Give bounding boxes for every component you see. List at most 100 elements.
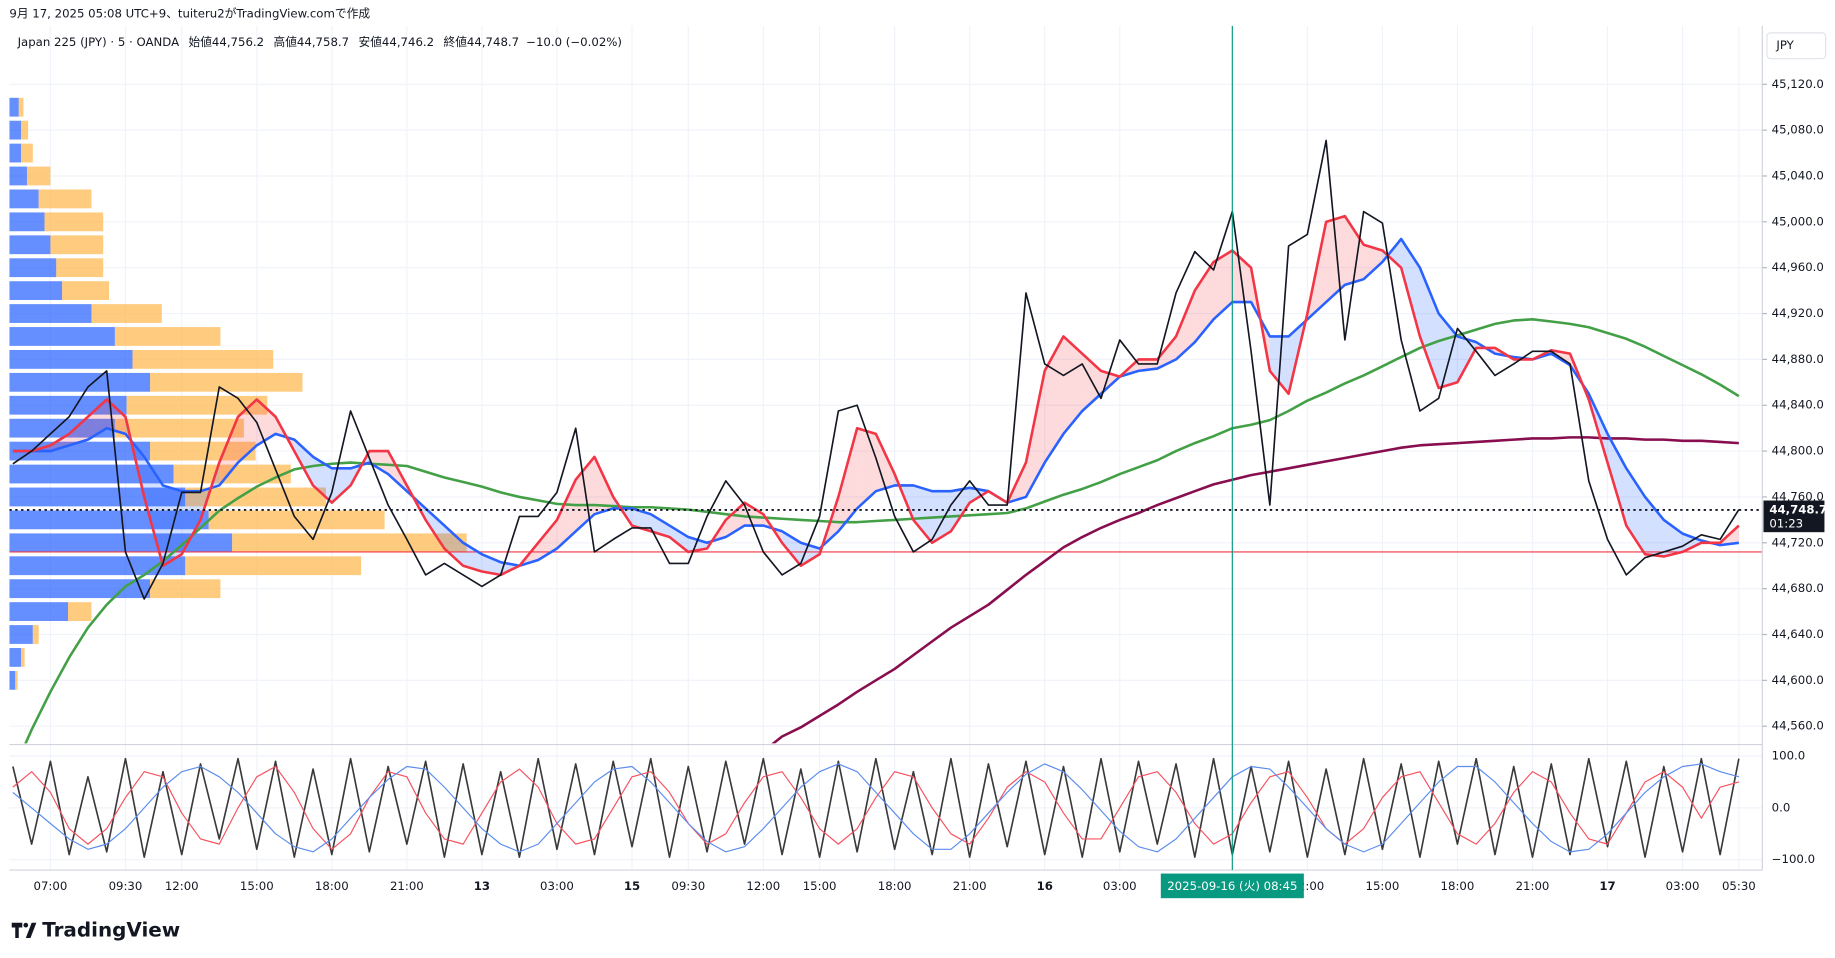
x-tick-label: 09:30 [109,879,143,893]
logo-mark [11,922,37,939]
x-tick-label: 21:00 [390,879,424,893]
series-line [12,757,1740,858]
profile-up [9,556,186,576]
profile-up [9,372,151,392]
profile-down [185,556,362,576]
oscillator [12,757,1740,858]
ma-fill [669,525,689,552]
profile-down [21,648,25,667]
profile-down [114,327,221,346]
ma-fill [1194,261,1214,343]
osc-tick-label: 0.0 [1772,800,1791,814]
x-tick-label: 18:00 [878,879,912,893]
profile-down [15,670,18,690]
profile-up [9,670,16,690]
ma-fill [875,433,895,492]
profile-up [9,579,151,599]
x-tick-label: 03:00 [1103,879,1137,893]
brand-logo: TradingView [11,919,180,942]
price-lines [9,139,1763,744]
ma-fill [463,542,482,572]
profile-down [132,349,274,369]
x-tick-label: 15 [624,879,640,893]
ma-fill [913,485,933,543]
ma-fill [1176,290,1195,360]
ma-fill [1326,216,1345,303]
profile-up [9,304,92,323]
profile-down [150,441,256,461]
y-tick-label: 45,080.0 [1772,123,1824,137]
profile-up [9,602,69,621]
ma-fill [219,416,239,486]
x-tick-label: 18:00 [1441,879,1475,893]
profile-down [18,97,24,117]
grid [9,25,1763,871]
ma-fill [1401,239,1420,337]
ma-fill [481,554,501,575]
profile-down [150,372,303,392]
y-tick-label: 45,040.0 [1772,168,1824,182]
ma-fill [631,508,651,532]
ma-fill [1063,336,1083,434]
x-tick-label: 21:00 [1516,879,1550,893]
series-line [12,237,1740,568]
profile-up [9,349,133,369]
ma-fill [1457,336,1477,383]
series-line [24,318,1740,744]
ma-fill [725,502,745,538]
x-tick-label: 03:00 [540,879,574,893]
x-tick-label: 15:00 [803,879,837,893]
ma-fill [294,439,314,486]
ma-fill [1363,244,1383,280]
symbol: Japan 225 (JPY) · 5 · OANDA [17,35,180,49]
y-tick-label: 44,800.0 [1772,444,1824,458]
profile-down [38,189,92,209]
profile-up [9,212,45,232]
last-price-box [1763,500,1825,533]
profile-up [9,395,127,415]
ma-fill [1682,533,1702,552]
profile-up [9,327,115,346]
profile-up [9,97,19,117]
ma-fill [144,456,163,566]
ma-fill [1044,336,1064,463]
ma-fill [1419,267,1439,389]
y-tick-label: 44,960.0 [1772,260,1824,274]
osc-tick-label: 100.0 [1772,749,1806,763]
y-tick-label: 44,840.0 [1772,398,1824,412]
ma-fill [331,468,351,503]
x-tick-label: 18:00 [315,879,349,893]
ma-fill [1344,216,1364,285]
series-line [12,763,1740,853]
profile-down [68,602,92,621]
series-line [12,765,1740,850]
profile-up [9,510,209,530]
axes: 45,120.0 45,080.0 45,040.0 45,000.0 44,960.0… [34,25,1827,899]
profile-up [9,166,27,186]
legend-label: 安値 [358,35,382,49]
legend-label: 始値 [188,35,212,49]
ma-fill [838,428,858,532]
legend-value: 44,758.7 [297,35,349,49]
x-tick-label: 16 [1037,879,1053,893]
ma-fill [1645,496,1664,557]
legend-value: 44,756.2 [212,35,264,49]
legend-value: 44,748.7 [467,35,519,49]
ma-fill [556,479,576,549]
ma-fill [1607,433,1627,526]
y-tick-label: 44,600.0 [1772,673,1824,687]
ma-fill [181,491,201,555]
profile-down [56,258,104,278]
y-tick-label: 44,560.0 [1772,719,1824,733]
profile-down [50,235,104,255]
profile-up [9,464,174,484]
ma-fill [800,542,820,566]
x-tick-label: 12:00 [746,879,780,893]
countdown: 01:23 [1769,516,1803,530]
legend-value: 44,746.2 [382,35,434,49]
profile-up [9,258,57,278]
y-tick-label: 44,720.0 [1772,535,1824,549]
profile-up [9,418,115,438]
currency-box [1766,32,1827,60]
